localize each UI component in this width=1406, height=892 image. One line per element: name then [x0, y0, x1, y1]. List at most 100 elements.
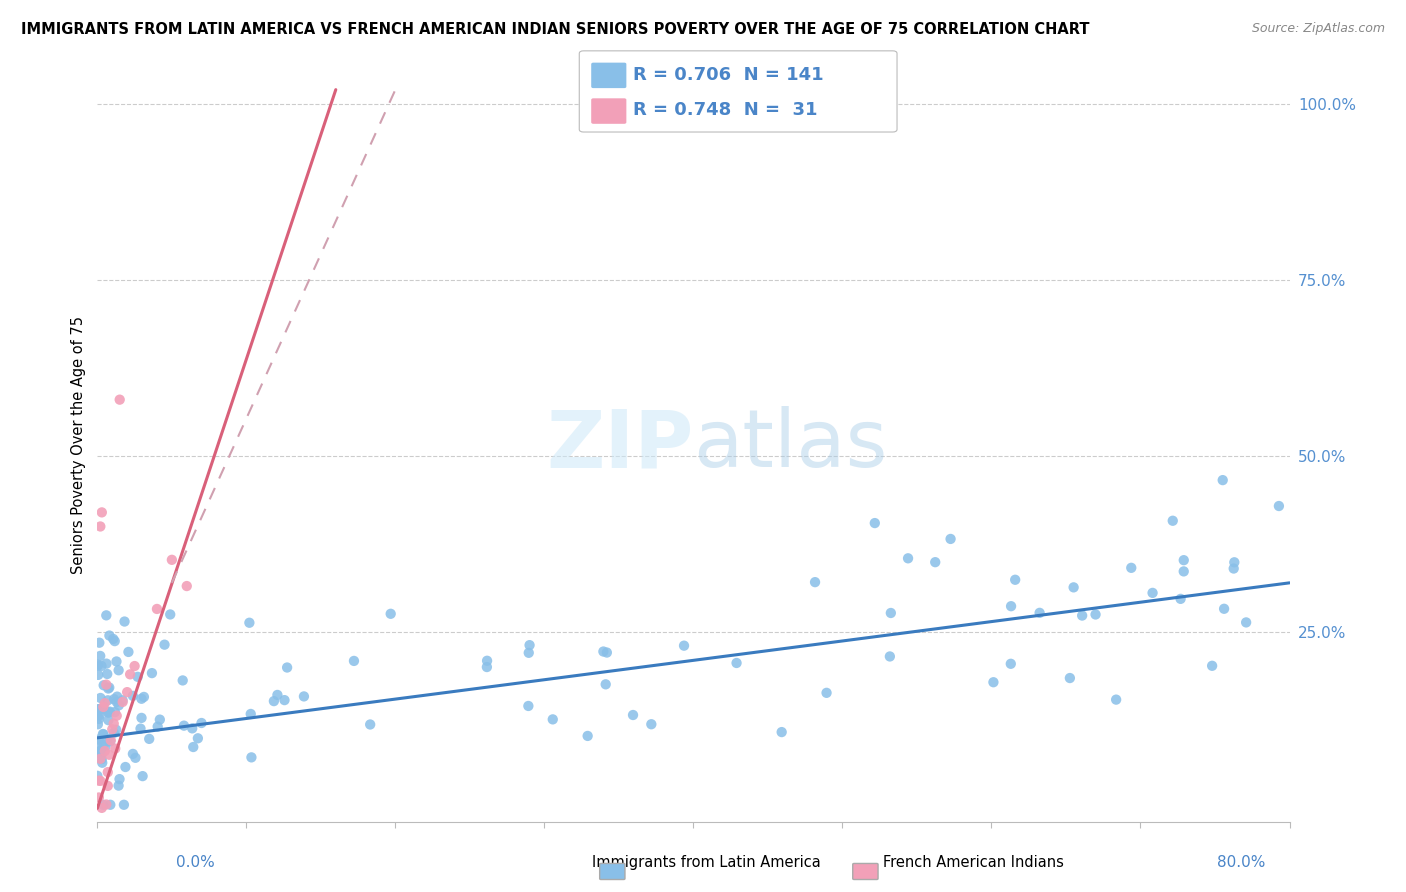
- Point: [1004, 573, 1026, 587]
- Point: [117, 645, 139, 659]
- Point: [725, 656, 748, 670]
- Text: French American Indians: French American Indians: [883, 855, 1064, 870]
- Point: [1063, 580, 1085, 594]
- Point: [89, 752, 111, 766]
- Point: [1213, 601, 1236, 615]
- Point: [181, 739, 204, 754]
- Point: [1000, 599, 1022, 614]
- Point: [86, 769, 108, 783]
- Point: [159, 607, 181, 622]
- Point: [1268, 499, 1291, 513]
- Point: [108, 392, 131, 407]
- Point: [804, 575, 827, 590]
- Point: [96, 657, 118, 671]
- Point: [129, 722, 152, 736]
- Point: [266, 688, 288, 702]
- Point: [90, 801, 112, 815]
- Point: [105, 655, 128, 669]
- Point: [98, 797, 121, 812]
- Text: Source: ZipAtlas.com: Source: ZipAtlas.com: [1251, 22, 1385, 36]
- Point: [1161, 514, 1184, 528]
- Point: [87, 668, 110, 682]
- Point: [475, 654, 498, 668]
- Point: [105, 708, 128, 723]
- Point: [1201, 658, 1223, 673]
- Point: [91, 727, 114, 741]
- Point: [138, 731, 160, 746]
- Point: [160, 553, 183, 567]
- Point: [1121, 561, 1143, 575]
- Text: R = 0.748  N =  31: R = 0.748 N = 31: [633, 101, 817, 119]
- Point: [89, 773, 111, 788]
- Point: [89, 708, 111, 723]
- Point: [115, 685, 138, 699]
- Point: [114, 760, 136, 774]
- Point: [541, 712, 564, 726]
- Y-axis label: Seniors Poverty Over the Age of 75: Seniors Poverty Over the Age of 75: [72, 317, 86, 574]
- Point: [94, 739, 117, 754]
- Point: [153, 638, 176, 652]
- Point: [87, 658, 110, 673]
- Point: [239, 706, 262, 721]
- Point: [273, 693, 295, 707]
- Point: [96, 797, 118, 812]
- Point: [815, 686, 838, 700]
- Point: [190, 716, 212, 731]
- Point: [1234, 615, 1257, 630]
- Point: [1059, 671, 1081, 685]
- Point: [1222, 561, 1244, 575]
- Point: [100, 733, 122, 747]
- Point: [176, 579, 198, 593]
- Point: [89, 519, 111, 533]
- Point: [91, 846, 114, 860]
- Point: [122, 747, 145, 761]
- Point: [146, 602, 169, 616]
- Point: [276, 660, 298, 674]
- Point: [1105, 692, 1128, 706]
- Point: [98, 747, 121, 762]
- Point: [149, 713, 172, 727]
- Point: [1084, 607, 1107, 622]
- Point: [87, 773, 110, 788]
- Point: [103, 692, 125, 706]
- Point: [673, 639, 696, 653]
- Point: [146, 720, 169, 734]
- Point: [93, 727, 115, 741]
- Point: [880, 606, 903, 620]
- Point: [770, 725, 793, 739]
- Point: [87, 790, 110, 805]
- Point: [112, 797, 135, 812]
- Point: [96, 608, 118, 623]
- Point: [983, 675, 1005, 690]
- Point: [90, 659, 112, 673]
- Point: [127, 670, 149, 684]
- Point: [621, 708, 644, 723]
- Point: [114, 615, 136, 629]
- Point: [97, 706, 120, 720]
- Point: [98, 705, 121, 719]
- Point: [172, 673, 194, 688]
- Point: [120, 667, 142, 681]
- Point: [97, 779, 120, 793]
- Point: [93, 678, 115, 692]
- Point: [475, 660, 498, 674]
- Point: [104, 634, 127, 648]
- Point: [87, 732, 110, 747]
- Point: [519, 638, 541, 652]
- Point: [124, 659, 146, 673]
- Point: [359, 717, 381, 731]
- Point: [86, 708, 108, 723]
- Point: [592, 644, 614, 658]
- Point: [107, 698, 129, 713]
- Point: [863, 516, 886, 530]
- Point: [90, 752, 112, 766]
- Point: [1173, 565, 1195, 579]
- Point: [97, 705, 120, 719]
- Point: [87, 712, 110, 726]
- Point: [97, 713, 120, 727]
- Point: [132, 690, 155, 704]
- Point: [105, 723, 128, 737]
- Point: [1173, 553, 1195, 567]
- Point: [240, 750, 263, 764]
- Point: [89, 703, 111, 717]
